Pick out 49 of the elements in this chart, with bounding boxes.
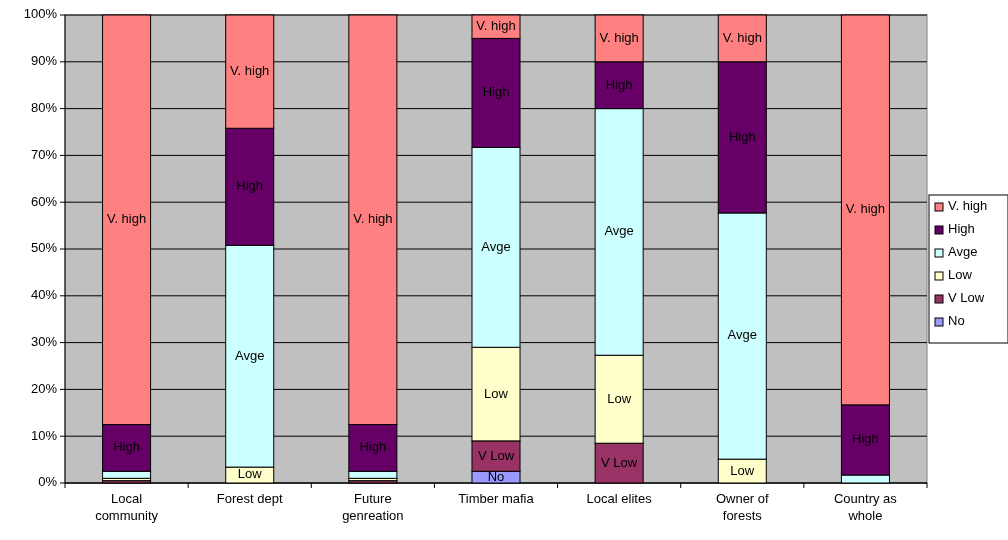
text: No	[487, 468, 505, 484]
legend-label: V. high	[948, 198, 988, 214]
x-tick-label: Future genreation	[342, 491, 404, 523]
text: Low	[730, 462, 755, 478]
x-tick-label: Country as whole	[833, 491, 898, 523]
x-tick-label: Local community	[95, 491, 159, 523]
text: Avge	[481, 238, 511, 254]
text: Low	[484, 385, 508, 401]
y-tick-label: 30%	[30, 334, 58, 350]
text: V. high	[230, 63, 270, 79]
y-tick-label: 80%	[30, 100, 58, 116]
y-tick-label: 0%	[38, 474, 58, 490]
text: High	[236, 178, 264, 194]
text: High	[482, 84, 510, 100]
text: Avge	[727, 327, 757, 343]
x-tick-label: Forest dept	[216, 491, 283, 506]
text: High	[113, 439, 140, 455]
y-tick-label: 20%	[30, 380, 58, 396]
text: V. high	[476, 18, 516, 34]
text: High	[852, 431, 879, 447]
text: High	[728, 128, 756, 144]
y-tick-label: 70%	[30, 146, 58, 162]
text: V. high	[106, 211, 147, 227]
y-tick-label: 60%	[30, 193, 58, 209]
y-tick-label: 10%	[30, 427, 58, 443]
y-tick-label: 40%	[30, 287, 58, 303]
y-tick-label: 50%	[30, 240, 58, 256]
y-tick-label: 100%	[23, 6, 58, 22]
y-tick-label: 90%	[30, 53, 58, 69]
legend-label: V Low	[948, 290, 985, 306]
legend-label: Avge	[948, 244, 978, 260]
text: V. high	[353, 211, 393, 227]
text: Avge	[235, 347, 265, 363]
text: Avge	[604, 223, 634, 239]
x-tick-label: Owner of forests	[715, 491, 770, 523]
text: High	[605, 76, 633, 92]
text: Low	[607, 390, 632, 406]
legend-label: Low	[948, 267, 973, 283]
text: Low	[237, 466, 262, 482]
text: V Low	[601, 454, 638, 470]
text: High	[359, 439, 387, 455]
legend-label: No	[948, 313, 965, 329]
text: V. high	[599, 29, 639, 45]
text: V Low	[477, 447, 515, 463]
text: V. high	[722, 29, 762, 45]
x-tick-label: Local elites	[586, 491, 653, 506]
x-tick-label: Timber mafia	[458, 491, 535, 506]
text: V. high	[845, 201, 886, 217]
legend-label: High	[948, 221, 975, 237]
